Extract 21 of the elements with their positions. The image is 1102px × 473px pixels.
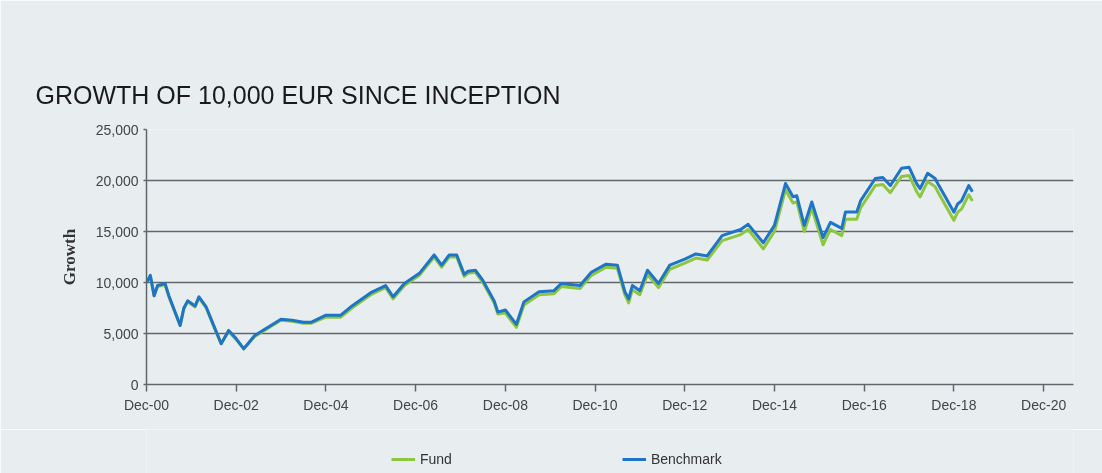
x-tick-label: Dec-14 — [751, 396, 798, 413]
chart-title: GROWTH OF 10,000 EUR SINCE INCEPTION — [35, 80, 561, 109]
x-tick-label: Dec-18 — [931, 396, 977, 413]
x-tick-label: Dec-06 — [393, 396, 439, 413]
y-tick-label: 5,000 — [103, 325, 139, 342]
y-tick-label: 25,000 — [95, 121, 139, 138]
x-tick-label: Dec-20 — [1021, 396, 1067, 413]
x-tick-label: Dec-02 — [213, 396, 259, 413]
y-tick-label: 0 — [130, 376, 139, 393]
x-tick-label: Dec-00 — [123, 396, 170, 413]
y-axis-title: Growth — [59, 228, 79, 286]
x-tick-label: Dec-12 — [662, 396, 708, 413]
x-tick-label: Dec-10 — [572, 396, 618, 413]
legend-label: Benchmark — [650, 451, 722, 467]
y-tick-label: 10,000 — [95, 274, 139, 291]
x-tick-label: Dec-04 — [303, 396, 349, 413]
y-tick-label: 20,000 — [95, 172, 139, 189]
x-tick-label: Dec-16 — [841, 396, 887, 413]
y-tick-label: 15,000 — [95, 223, 139, 240]
legend-label: Fund — [420, 451, 452, 467]
x-tick-label: Dec-08 — [482, 396, 529, 413]
